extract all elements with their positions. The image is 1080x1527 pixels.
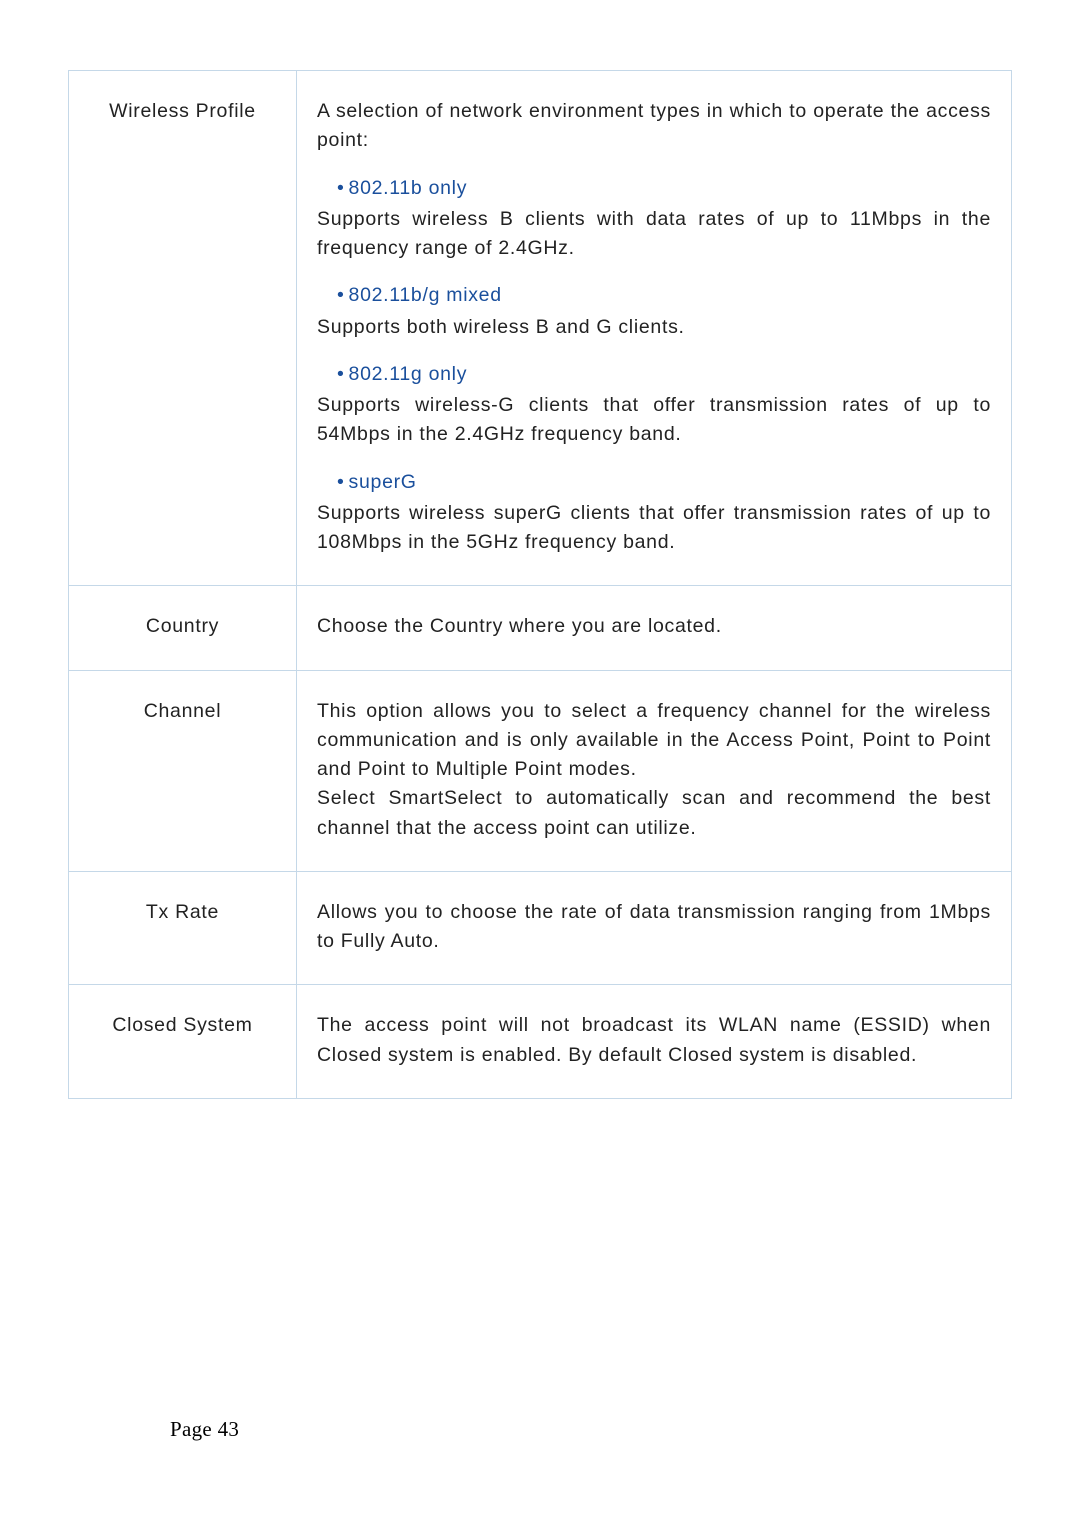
row-body-channel: This option allows you to select a frequ… — [297, 670, 1012, 871]
table-row: Closed System The access point will not … — [69, 985, 1012, 1099]
table-row: Country Choose the Country where you are… — [69, 586, 1012, 670]
row-body-country: Choose the Country where you are located… — [297, 586, 1012, 670]
table-row: Channel This option allows you to select… — [69, 670, 1012, 871]
row-label-wireless-profile: Wireless Profile — [69, 71, 297, 586]
option-title-80211g: 802.11g only — [317, 360, 991, 389]
row-body-closed-system: The access point will not broadcast its … — [297, 985, 1012, 1099]
option-title-80211b: 802.11b only — [317, 174, 991, 203]
page-number: Page 43 — [170, 1417, 239, 1442]
option-body-80211bg: Supports both wireless B and G clients. — [317, 313, 991, 342]
option-body-80211b: Supports wireless B clients with data ra… — [317, 205, 991, 264]
table-row: Tx Rate Allows you to choose the rate of… — [69, 871, 1012, 985]
row-label-country: Country — [69, 586, 297, 670]
option-title-80211bg: 802.11b/g mixed — [317, 281, 991, 310]
channel-text-2: Select SmartSelect to automatically scan… — [317, 784, 991, 843]
row-label-channel: Channel — [69, 670, 297, 871]
page-container: Wireless Profile A selection of network … — [0, 0, 1080, 1159]
row-body-txrate: Allows you to choose the rate of data tr… — [297, 871, 1012, 985]
table-row: Wireless Profile A selection of network … — [69, 71, 1012, 586]
option-title-superg: superG — [317, 468, 991, 497]
spec-table: Wireless Profile A selection of network … — [68, 70, 1012, 1099]
wireless-intro: A selection of network environment types… — [317, 97, 991, 156]
channel-text-1: This option allows you to select a frequ… — [317, 697, 991, 785]
row-label-txrate: Tx Rate — [69, 871, 297, 985]
option-body-80211g: Supports wireless-G clients that offer t… — [317, 391, 991, 450]
option-body-superg: Supports wireless superG clients that of… — [317, 499, 991, 558]
txrate-text: Allows you to choose the rate of data tr… — [317, 898, 991, 957]
row-label-closed-system: Closed System — [69, 985, 297, 1099]
row-body-wireless-profile: A selection of network environment types… — [297, 71, 1012, 586]
country-text: Choose the Country where you are located… — [317, 612, 991, 641]
closed-system-text: The access point will not broadcast its … — [317, 1011, 991, 1070]
